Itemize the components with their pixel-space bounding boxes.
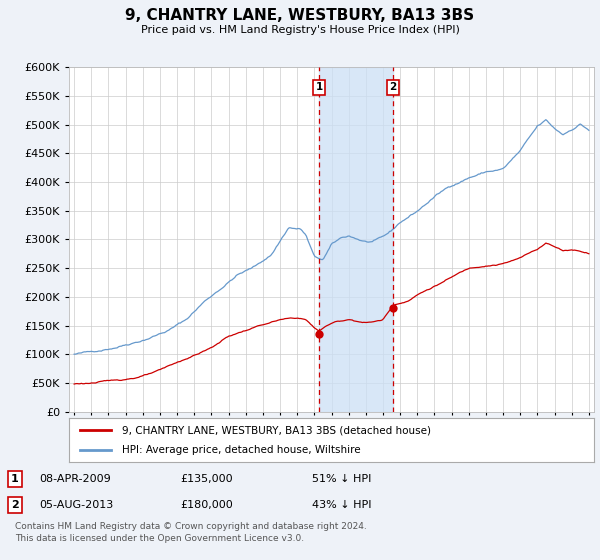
- Text: Price paid vs. HM Land Registry's House Price Index (HPI): Price paid vs. HM Land Registry's House …: [140, 25, 460, 35]
- Text: 2: 2: [11, 500, 19, 510]
- Text: HPI: Average price, detached house, Wiltshire: HPI: Average price, detached house, Wilt…: [121, 445, 360, 455]
- Text: 9, CHANTRY LANE, WESTBURY, BA13 3BS: 9, CHANTRY LANE, WESTBURY, BA13 3BS: [125, 8, 475, 24]
- Text: Contains HM Land Registry data © Crown copyright and database right 2024.: Contains HM Land Registry data © Crown c…: [15, 522, 367, 531]
- Text: £180,000: £180,000: [180, 500, 233, 510]
- Text: 51% ↓ HPI: 51% ↓ HPI: [312, 474, 371, 484]
- Text: £135,000: £135,000: [180, 474, 233, 484]
- Text: This data is licensed under the Open Government Licence v3.0.: This data is licensed under the Open Gov…: [15, 534, 304, 543]
- Text: 08-APR-2009: 08-APR-2009: [39, 474, 111, 484]
- Text: 05-AUG-2013: 05-AUG-2013: [39, 500, 113, 510]
- Text: 43% ↓ HPI: 43% ↓ HPI: [312, 500, 371, 510]
- Text: 1: 1: [11, 474, 19, 484]
- Text: 9, CHANTRY LANE, WESTBURY, BA13 3BS (detached house): 9, CHANTRY LANE, WESTBURY, BA13 3BS (det…: [121, 425, 431, 435]
- Text: 2: 2: [389, 82, 397, 92]
- Text: 1: 1: [316, 82, 323, 92]
- Bar: [319, 67, 393, 412]
